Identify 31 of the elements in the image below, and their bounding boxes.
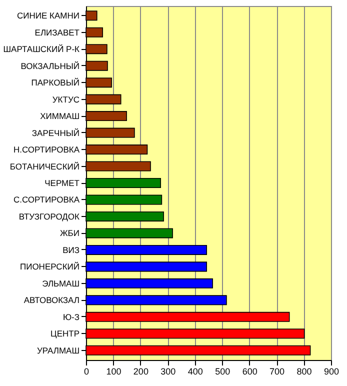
y-tick-label: ПАРКОВЫЙ	[31, 78, 80, 88]
y-tick-label: АВТОВОКЗАЛ	[24, 295, 80, 306]
y-tick-label: Ю-З	[62, 312, 80, 322]
x-tick-label: 500	[215, 366, 230, 376]
y-tick-label: ПИОНЕРСКИЙ	[20, 262, 80, 272]
y-tick-label: БОТАНИЧЕСКИЙ	[10, 161, 80, 172]
y-tick-label: ЖБИ	[60, 228, 80, 238]
y-tick-label: ШАРТАШСКИЙ Р-К	[3, 44, 80, 54]
x-tick-label: 200	[133, 366, 148, 376]
y-tick-label: ВТУЗГОРОДОК	[18, 211, 80, 222]
x-tick-label: 800	[296, 366, 312, 376]
y-tick-label: ХИММАШ	[40, 111, 80, 122]
y-tick-label: ЧЕРМЕТ	[44, 178, 80, 188]
y-tick-label: ЕЛИЗАВЕТ	[34, 27, 80, 38]
x-tick-label: 0	[84, 366, 90, 376]
y-tick-label: ЦЕНТР	[50, 328, 80, 339]
x-tick-label: 100	[106, 366, 122, 376]
y-tick-label: Н.СОРТИРОВКА	[13, 144, 80, 155]
y-tick-label: ВОКЗАЛЬНЫЙ	[20, 60, 80, 71]
y-tick-label: ЭЛЬМАШ	[42, 278, 80, 288]
x-tick-label: 300	[160, 366, 176, 376]
x-tick-label: 700	[270, 366, 285, 376]
x-tick-label: 600	[242, 366, 258, 376]
y-tick-label: ВИЗ	[62, 244, 80, 255]
y-tick-label: СИНИЕ КАМНИ	[17, 10, 80, 21]
y-tick-label: УРАЛМАШ	[37, 345, 80, 356]
x-tick-label: 900	[324, 366, 340, 376]
x-tick-label: 400	[188, 366, 203, 376]
y-tick-label: ЗАРЕЧНЫЙ	[32, 128, 80, 138]
y-tick-label: УКТУС	[52, 94, 80, 104]
y-tick-label: С.СОРТИРОВКА	[13, 194, 80, 205]
